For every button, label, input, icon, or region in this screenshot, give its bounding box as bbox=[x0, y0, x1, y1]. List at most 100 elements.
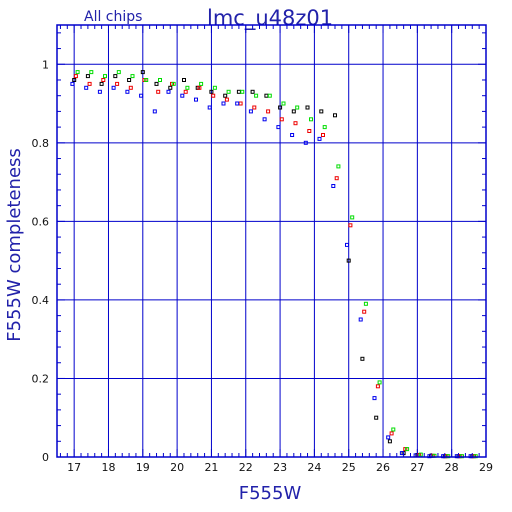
y-tick-label: 0.2 bbox=[32, 372, 50, 385]
data-point-red bbox=[73, 74, 78, 79]
x-tick-label: 19 bbox=[136, 461, 150, 474]
data-point-red bbox=[362, 309, 367, 314]
data-point-black bbox=[127, 78, 132, 82]
data-point-green bbox=[336, 164, 341, 169]
x-axis-title: F555W bbox=[239, 483, 302, 504]
data-point-green bbox=[322, 125, 327, 130]
data-point-green bbox=[240, 89, 245, 94]
x-tick-label: 26 bbox=[376, 461, 390, 474]
data-point-blue bbox=[84, 85, 89, 90]
data-point-green bbox=[267, 93, 272, 98]
data-point-black bbox=[346, 258, 351, 263]
data-point-black bbox=[99, 81, 104, 86]
data-points bbox=[70, 70, 478, 459]
data-point-green bbox=[158, 78, 162, 82]
data-point-green bbox=[350, 215, 355, 220]
data-point-green bbox=[103, 74, 107, 79]
data-point-red bbox=[321, 133, 325, 137]
data-point-black bbox=[182, 78, 186, 82]
data-point-red bbox=[224, 97, 229, 102]
data-point-green bbox=[391, 427, 396, 432]
x-tick-label: 29 bbox=[479, 461, 493, 474]
data-point-red bbox=[128, 85, 133, 90]
data-point-red bbox=[334, 176, 339, 181]
data-point-red bbox=[307, 129, 312, 133]
data-point-green bbox=[171, 81, 176, 86]
x-tick-label: 20 bbox=[170, 461, 184, 474]
data-point-blue bbox=[139, 93, 144, 98]
data-point-blue bbox=[262, 117, 267, 122]
chips-label: All chips bbox=[84, 9, 142, 25]
data-point-black bbox=[168, 85, 173, 90]
data-point-blue bbox=[276, 125, 281, 130]
data-point-black bbox=[360, 356, 365, 361]
chart-title: lmc_u48z01 bbox=[207, 6, 333, 31]
x-tick-label: 22 bbox=[239, 461, 253, 474]
data-point-green bbox=[363, 301, 368, 306]
data-point-black bbox=[319, 109, 324, 114]
data-point-blue bbox=[372, 396, 377, 401]
data-point-green bbox=[377, 380, 382, 385]
y-tick-label: 1 bbox=[42, 58, 49, 71]
data-point-blue bbox=[386, 435, 391, 440]
data-point-red bbox=[87, 81, 92, 86]
x-tick-label: 18 bbox=[101, 461, 115, 474]
data-point-black bbox=[85, 74, 90, 79]
data-point-black bbox=[291, 109, 296, 114]
data-point-black bbox=[209, 89, 214, 94]
x-tick-label: 24 bbox=[307, 461, 321, 474]
data-point-green bbox=[309, 117, 313, 122]
data-point-red bbox=[238, 101, 243, 106]
data-point-black bbox=[305, 105, 310, 110]
data-point-blue bbox=[207, 105, 212, 110]
data-point-blue bbox=[125, 89, 130, 94]
data-point-blue bbox=[399, 451, 404, 456]
data-point-green bbox=[130, 74, 135, 79]
y-tick-label: 0 bbox=[42, 451, 49, 464]
data-point-black bbox=[223, 93, 228, 98]
data-point-black bbox=[333, 113, 337, 118]
data-point-red bbox=[156, 89, 161, 94]
data-point-red bbox=[252, 105, 257, 110]
x-tick-labels: 17 18 19 20 21 22 23 24 25 26 27 28 29 bbox=[67, 461, 493, 474]
data-point-black bbox=[72, 78, 77, 82]
data-point-blue bbox=[166, 89, 171, 94]
data-point-red bbox=[101, 78, 106, 82]
data-point-red bbox=[348, 223, 353, 228]
data-point-black bbox=[387, 439, 392, 444]
data-point-green bbox=[226, 89, 231, 94]
data-point-blue bbox=[180, 93, 185, 98]
data-point-black bbox=[264, 93, 269, 98]
data-point-green bbox=[75, 70, 80, 75]
data-point-red bbox=[183, 89, 188, 94]
x-tick-label: 17 bbox=[67, 461, 81, 474]
data-point-blue bbox=[317, 136, 322, 141]
data-point-green bbox=[144, 78, 149, 82]
y-tick-label: 0.6 bbox=[32, 215, 50, 228]
data-point-blue bbox=[221, 101, 226, 106]
data-point-green bbox=[185, 85, 190, 90]
data-point-blue bbox=[111, 85, 116, 90]
x-tick-label: 25 bbox=[342, 461, 356, 474]
x-tick-label: 27 bbox=[410, 461, 424, 474]
data-point-green bbox=[212, 85, 217, 90]
data-point-black bbox=[140, 70, 145, 75]
y-tick-labels: 0 0.2 0.4 0.6 0.8 1 bbox=[32, 58, 50, 464]
x-tick-label: 21 bbox=[204, 461, 218, 474]
data-point-black bbox=[278, 105, 283, 110]
data-point-blue bbox=[235, 101, 240, 106]
data-point-blue bbox=[290, 133, 295, 137]
y-tick-label: 0.8 bbox=[32, 137, 50, 150]
data-point-blue bbox=[97, 89, 102, 94]
data-point-red bbox=[115, 81, 120, 86]
data-point-green bbox=[405, 447, 410, 452]
data-point-green bbox=[254, 93, 259, 98]
data-point-blue bbox=[152, 109, 157, 114]
data-point-red bbox=[279, 117, 284, 122]
data-point-blue bbox=[194, 97, 198, 102]
data-point-blue bbox=[331, 184, 336, 188]
y-tick-label: 0.4 bbox=[32, 294, 50, 307]
y-axis-title: F555W completeness bbox=[4, 148, 25, 342]
data-point-red bbox=[375, 384, 380, 389]
